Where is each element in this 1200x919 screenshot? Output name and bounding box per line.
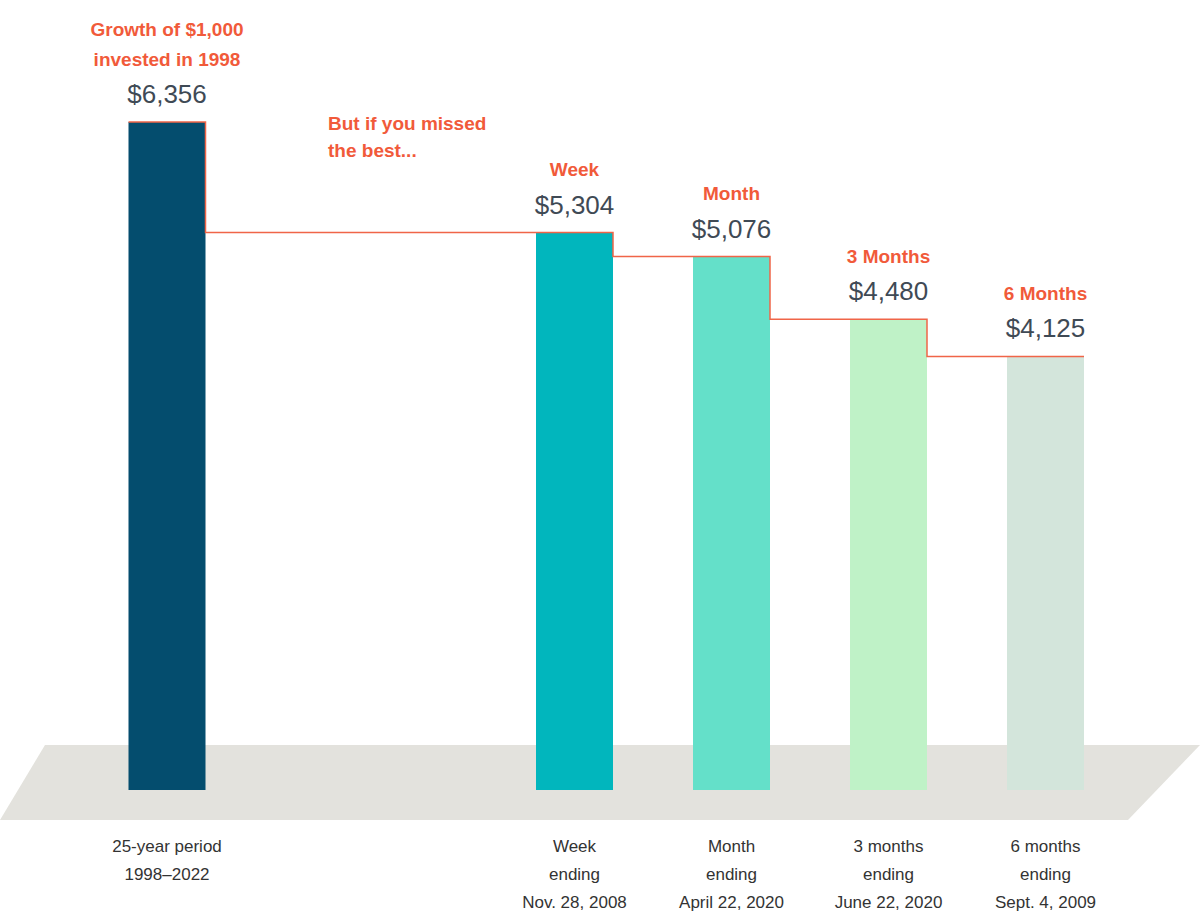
svg-text:Growth of $1,000: Growth of $1,000 <box>90 19 243 40</box>
svg-text:3 months: 3 months <box>854 837 924 856</box>
svg-text:25-year period: 25-year period <box>112 837 222 856</box>
svg-text:6 Months: 6 Months <box>1004 283 1087 304</box>
svg-text:$4,480: $4,480 <box>849 276 929 306</box>
svg-text:Nov. 28, 2008: Nov. 28, 2008 <box>522 893 627 912</box>
svg-text:the best...: the best... <box>328 140 417 161</box>
svg-text:6 months: 6 months <box>1011 837 1081 856</box>
svg-text:ending: ending <box>863 865 914 884</box>
svg-text:Month: Month <box>703 183 760 204</box>
svg-text:ending: ending <box>706 865 757 884</box>
svg-text:April 22, 2020: April 22, 2020 <box>679 893 784 912</box>
svg-text:$5,304: $5,304 <box>535 190 615 220</box>
svg-text:Month: Month <box>708 837 755 856</box>
svg-text:ending: ending <box>549 865 600 884</box>
svg-text:3 Months: 3 Months <box>847 246 930 267</box>
svg-text:$6,356: $6,356 <box>127 79 207 109</box>
svg-text:$5,076: $5,076 <box>692 214 772 244</box>
svg-text:$4,125: $4,125 <box>1006 313 1086 343</box>
svg-text:Week: Week <box>550 159 600 180</box>
svg-text:invested in 1998: invested in 1998 <box>94 49 241 70</box>
svg-text:Sept. 4, 2009: Sept. 4, 2009 <box>995 893 1096 912</box>
svg-text:But if you missed: But if you missed <box>328 113 486 134</box>
svg-text:ending: ending <box>1020 865 1071 884</box>
svg-text:Week: Week <box>553 837 597 856</box>
svg-text:1998–2022: 1998–2022 <box>124 865 209 884</box>
svg-text:June 22, 2020: June 22, 2020 <box>835 893 943 912</box>
